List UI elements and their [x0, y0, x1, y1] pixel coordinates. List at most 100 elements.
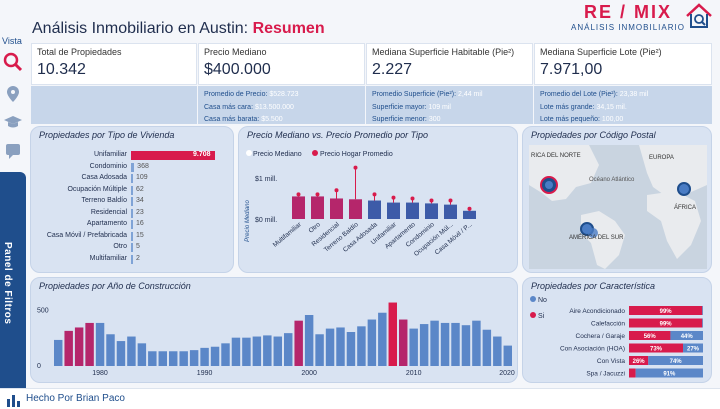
row-bar: [131, 151, 215, 160]
feature-si-bar: [629, 343, 684, 353]
year-bar: [273, 336, 282, 366]
feature-si-value: 99%: [660, 309, 673, 315]
home-search-icon[interactable]: [684, 2, 714, 30]
chat-icon[interactable]: [3, 141, 23, 161]
year-bar: [294, 320, 303, 366]
panel-title: Propiedades por Tipo de Vivienda: [39, 130, 175, 140]
feature-si-bar: [629, 318, 703, 328]
y-tick: $0 mill.: [255, 217, 277, 224]
x-tick: Multifamiliar: [272, 221, 304, 249]
panel-title: Propiedades por Código Postal: [531, 130, 656, 140]
year-bar: [179, 351, 188, 366]
row-value: 16: [136, 220, 144, 227]
row-value: 109: [136, 174, 148, 181]
year-bar: [378, 312, 387, 366]
property-type-row[interactable]: Ocupación Múltiple 62: [35, 185, 231, 196]
property-type-row[interactable]: Condominio 368: [35, 162, 231, 173]
row-value: 2: [136, 254, 140, 262]
feature-no-bar: [702, 306, 703, 315]
filter-panel-tab[interactable]: Panel de Filtros: [0, 172, 26, 394]
year-bar: [106, 334, 115, 366]
panel-features: Propiedades por Característica No Si Aire …: [522, 277, 712, 383]
avg-price-point: [467, 206, 472, 211]
property-type-row[interactable]: Otro 5: [35, 242, 231, 253]
row-bar: [131, 254, 133, 264]
sidebar: Vista Panel de Filtros: [0, 0, 26, 409]
property-type-row[interactable]: Multifamiliar 2: [35, 254, 231, 265]
avg-price-point: [296, 192, 301, 197]
brand-subtitle: ANÁLISIS INMOBILIARIO: [571, 23, 685, 32]
features-chart: No Si Aire Acondicionado 99% Calefacción 99% C…: [530, 296, 703, 378]
kpi-value: $400.000: [204, 61, 271, 78]
panel-title: Propiedades por Año de Construcción: [39, 281, 191, 291]
footer: Hecho Por Brian Paco: [0, 388, 720, 409]
avg-price-point: [391, 195, 396, 200]
year-bar: [169, 351, 178, 366]
year-bar: [357, 326, 366, 366]
legend-label: Precio Hogar Promedio: [320, 151, 393, 158]
row-bar: [131, 243, 133, 252]
property-type-row[interactable]: Apartamento 16: [35, 219, 231, 230]
feature-no-value: 74%: [670, 359, 683, 365]
year-bar: [54, 339, 63, 366]
row-value: 23: [136, 208, 144, 216]
avg-price-point: [372, 192, 377, 197]
detail-line: Lote más grande: 34,15 mil.: [540, 103, 627, 111]
panel-year-built: Propiedades por Año de Construcción 0 500…: [30, 277, 518, 383]
year-bar: [346, 332, 356, 366]
year-bar: [221, 343, 230, 366]
map-pin-icon[interactable]: [3, 84, 23, 104]
row-label: Residencial: [90, 208, 127, 216]
median-price-bar: [406, 202, 419, 219]
row-bar: [131, 174, 133, 183]
detail-line: Promedio del Lote (Pie²): 23,38 mil: [540, 91, 649, 98]
year-bar: [231, 337, 241, 366]
year-bar: [388, 302, 397, 366]
year-bar: [74, 327, 84, 366]
property-type-row[interactable]: Casa Móvil / Prefabricada 15: [35, 231, 231, 242]
median-price-bar: [368, 200, 381, 219]
postal-code-map[interactable]: RICA DEL NORTE Océano Atlántico EUROPA Á…: [529, 145, 707, 269]
year-bar: [472, 320, 481, 366]
x-tick: 1990: [197, 370, 213, 377]
year-bar: [242, 337, 251, 366]
page-title: Análisis Inmobiliario en Austin: Resumen: [32, 20, 325, 38]
detail-line: Superficie mayor: 109 mil: [372, 103, 451, 111]
y-tick: $1 mill.: [255, 176, 277, 183]
avg-price-point: [334, 188, 339, 193]
legend-marker: [530, 296, 536, 302]
vista-label: Vista: [2, 36, 22, 46]
property-type-row[interactable]: Unifamiliar 9.708: [35, 150, 231, 161]
year-bar: [440, 322, 450, 366]
year-bar: [85, 322, 94, 366]
year-bar: [430, 320, 439, 366]
detail-lot: Promedio del Lote (Pie²): 23,38 mil Lote…: [534, 86, 712, 124]
feature-si-bar: [629, 368, 636, 378]
graduation-cap-icon[interactable]: [3, 112, 23, 132]
year-bar: [325, 328, 335, 366]
property-type-row[interactable]: Casa Adosada 109: [35, 173, 231, 184]
year-bar: [461, 325, 471, 366]
row-value: 15: [136, 231, 144, 239]
property-type-row[interactable]: Terreno Baldío 34: [35, 196, 231, 207]
median-price-bar: [444, 204, 457, 219]
property-type-row[interactable]: Residencial 23: [35, 208, 231, 219]
bar-chart-icon: [7, 395, 20, 407]
map-label: RICA DEL NORTE: [531, 153, 581, 159]
year-bar: [503, 345, 512, 366]
legend-label: Precio Mediano: [253, 151, 302, 158]
row-bar: [131, 208, 133, 218]
row-bar: [131, 197, 133, 206]
map-label: Océano Atlántico: [589, 177, 635, 183]
x-tick: 2020: [499, 370, 515, 377]
kpi-value: 2.227: [372, 61, 413, 78]
feature-si-value: 99%: [660, 322, 673, 328]
kpi-median-price: Precio Mediano $400.000: [198, 43, 365, 85]
median-price-bar: [311, 196, 324, 219]
map-label: AMÉRICA DEL SUR: [569, 234, 624, 241]
map-label: ÁFRICA: [674, 204, 696, 211]
year-bar: [127, 336, 136, 366]
legend-marker: [530, 312, 536, 318]
detail-line: Casa más barata: $5.500: [204, 116, 283, 123]
search-icon[interactable]: [3, 52, 23, 72]
